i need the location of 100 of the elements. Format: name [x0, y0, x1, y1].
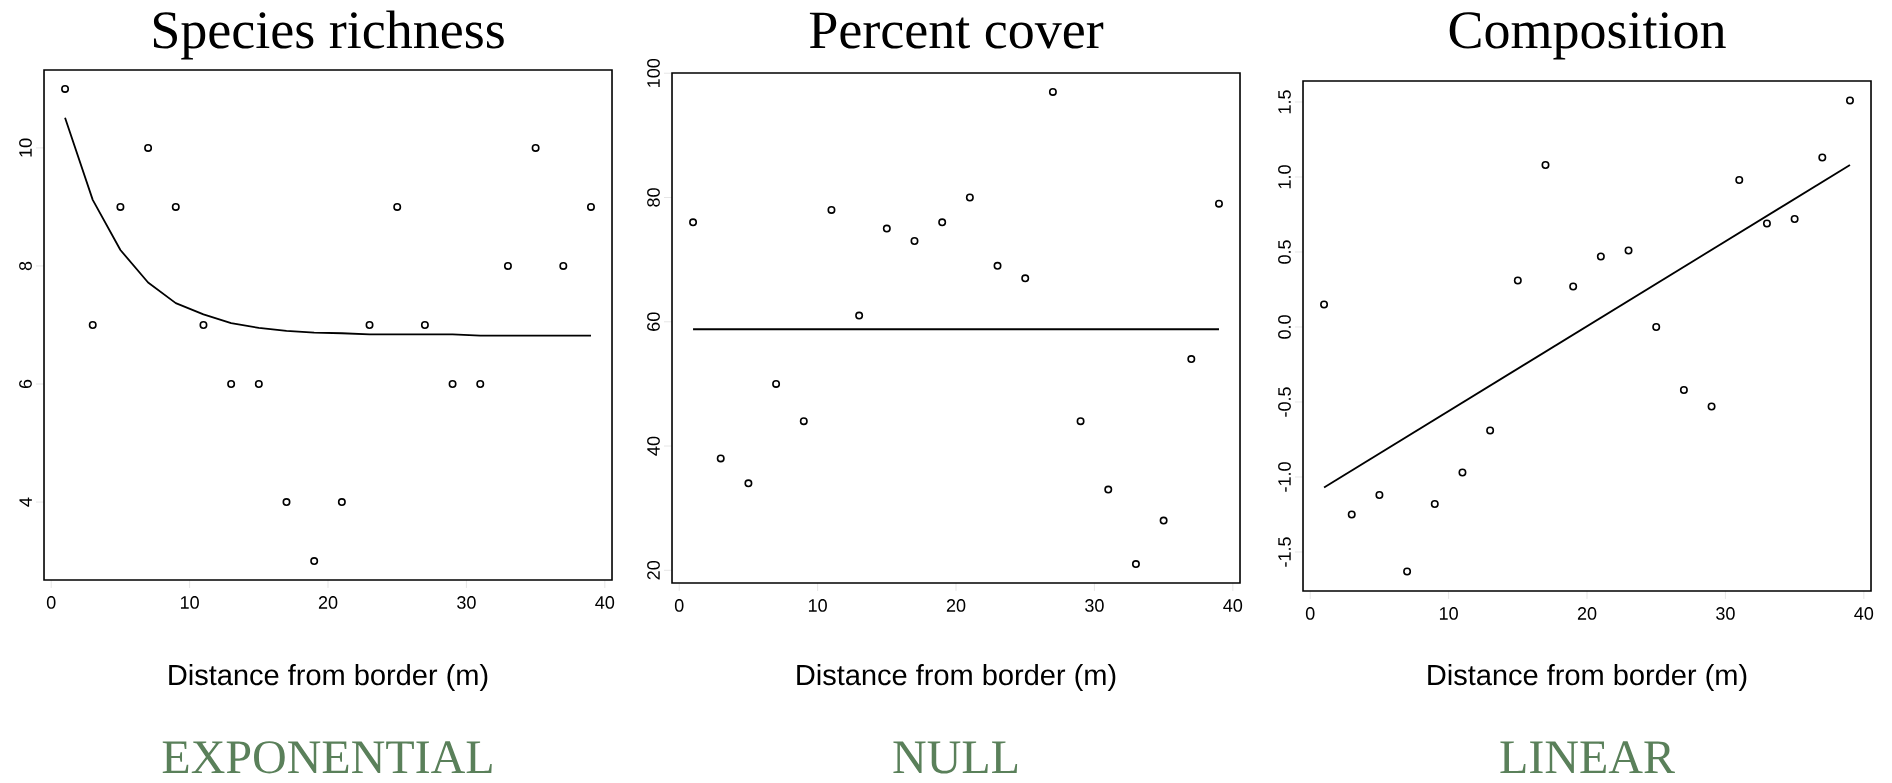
- point: [1818, 153, 1827, 162]
- point: [1159, 516, 1168, 525]
- point: [1486, 426, 1495, 435]
- point: [1762, 219, 1771, 228]
- x-axis-title: Distance from border (m): [797, 663, 1116, 691]
- chart-title: Percent cover: [809, 12, 1104, 49]
- y-tick-label: -1.5: [1278, 537, 1291, 567]
- point: [199, 320, 208, 329]
- point: [559, 261, 568, 270]
- point: [965, 193, 974, 202]
- text: LINEAR: [1500, 741, 1675, 773]
- x-axis-title: Distance from border (m): [1428, 663, 1747, 691]
- x-tick-label: 10: [180, 596, 199, 609]
- x-tick-label: 30: [457, 596, 476, 609]
- y-tick-label: 0.0: [1278, 315, 1291, 339]
- text: NULL: [893, 741, 1018, 774]
- x-tick-label: 10: [808, 599, 827, 612]
- y-tick-label: 10: [19, 138, 32, 157]
- point: [689, 218, 698, 227]
- point: [993, 261, 1002, 270]
- point: [855, 311, 864, 320]
- point: [448, 380, 457, 389]
- point: [1679, 385, 1688, 394]
- point: [1048, 87, 1057, 96]
- y-tick-label: 4: [19, 497, 32, 507]
- x-tick-label: 20: [946, 599, 966, 612]
- point: [1458, 468, 1467, 477]
- x-tick-label: 40: [1854, 607, 1874, 620]
- point: [1790, 214, 1799, 223]
- y-tick-label: 1.5: [1278, 90, 1291, 114]
- point: [1624, 246, 1633, 255]
- x-tick-label: 40: [1223, 599, 1243, 612]
- point: [393, 202, 402, 211]
- point: [938, 218, 947, 227]
- y-tick-label: 6: [19, 379, 32, 389]
- point: [144, 143, 153, 152]
- point: [744, 479, 753, 488]
- point: [1513, 276, 1522, 285]
- point: [1596, 252, 1605, 261]
- point: [1375, 490, 1384, 499]
- point: [827, 205, 836, 214]
- point: [1214, 199, 1223, 208]
- y-tick-label: 8: [19, 261, 32, 271]
- x-tick-label: 0: [674, 599, 684, 612]
- chart-title: Composition: [1449, 12, 1726, 60]
- y-tick-label: 100: [647, 58, 660, 87]
- y-tick-label: 20: [647, 561, 660, 580]
- y-tick-label: 80: [647, 188, 660, 207]
- point: [116, 202, 125, 211]
- point: [254, 380, 263, 389]
- point: [1707, 402, 1716, 411]
- x-tick-label: 30: [1716, 607, 1735, 620]
- x-tick-label: 40: [595, 596, 615, 609]
- point: [1104, 485, 1113, 494]
- point: [1541, 160, 1550, 169]
- x-tick-label: 20: [1577, 607, 1597, 620]
- y-tick-label: -1.0: [1278, 462, 1291, 492]
- point: [910, 237, 919, 245]
- x-tick-label: 0: [1305, 607, 1315, 620]
- point: [531, 143, 540, 152]
- point: [1347, 510, 1356, 519]
- point: [799, 417, 808, 426]
- x-tick-label: 20: [318, 596, 338, 609]
- point: [61, 84, 70, 93]
- point: [171, 202, 180, 211]
- point: [1430, 499, 1439, 508]
- point: [772, 379, 781, 388]
- point: [1187, 355, 1196, 364]
- point: [1845, 96, 1854, 105]
- point: [337, 498, 346, 507]
- y-tick-label: 60: [647, 312, 660, 331]
- point: [1320, 300, 1329, 309]
- x-tick-label: 0: [46, 596, 56, 609]
- point: [420, 320, 429, 329]
- point: [1652, 322, 1661, 331]
- text: EXPONENTIAL: [162, 741, 492, 774]
- x-tick-label: 10: [1439, 607, 1458, 620]
- point: [1735, 175, 1744, 184]
- point: [282, 498, 291, 507]
- y-tick-label: 0.5: [1278, 240, 1291, 264]
- point: [365, 320, 374, 329]
- y-tick-label: -0.5: [1278, 387, 1291, 417]
- point: [476, 380, 485, 389]
- x-axis-title: Distance from border (m): [169, 663, 488, 691]
- y-tick-label: 40: [647, 436, 660, 456]
- point: [1131, 560, 1140, 569]
- point: [1076, 417, 1085, 426]
- point: [882, 224, 891, 233]
- point: [1021, 274, 1030, 283]
- point: [227, 380, 236, 389]
- point: [88, 320, 97, 329]
- point: [503, 261, 512, 270]
- point: [716, 454, 725, 463]
- x-tick-label: 30: [1085, 599, 1104, 612]
- point: [1403, 567, 1412, 576]
- point: [310, 557, 319, 566]
- y-tick-label: 1.0: [1278, 165, 1291, 189]
- point: [586, 202, 595, 211]
- point: [1569, 282, 1578, 291]
- chart-title: Species richness: [153, 10, 504, 60]
